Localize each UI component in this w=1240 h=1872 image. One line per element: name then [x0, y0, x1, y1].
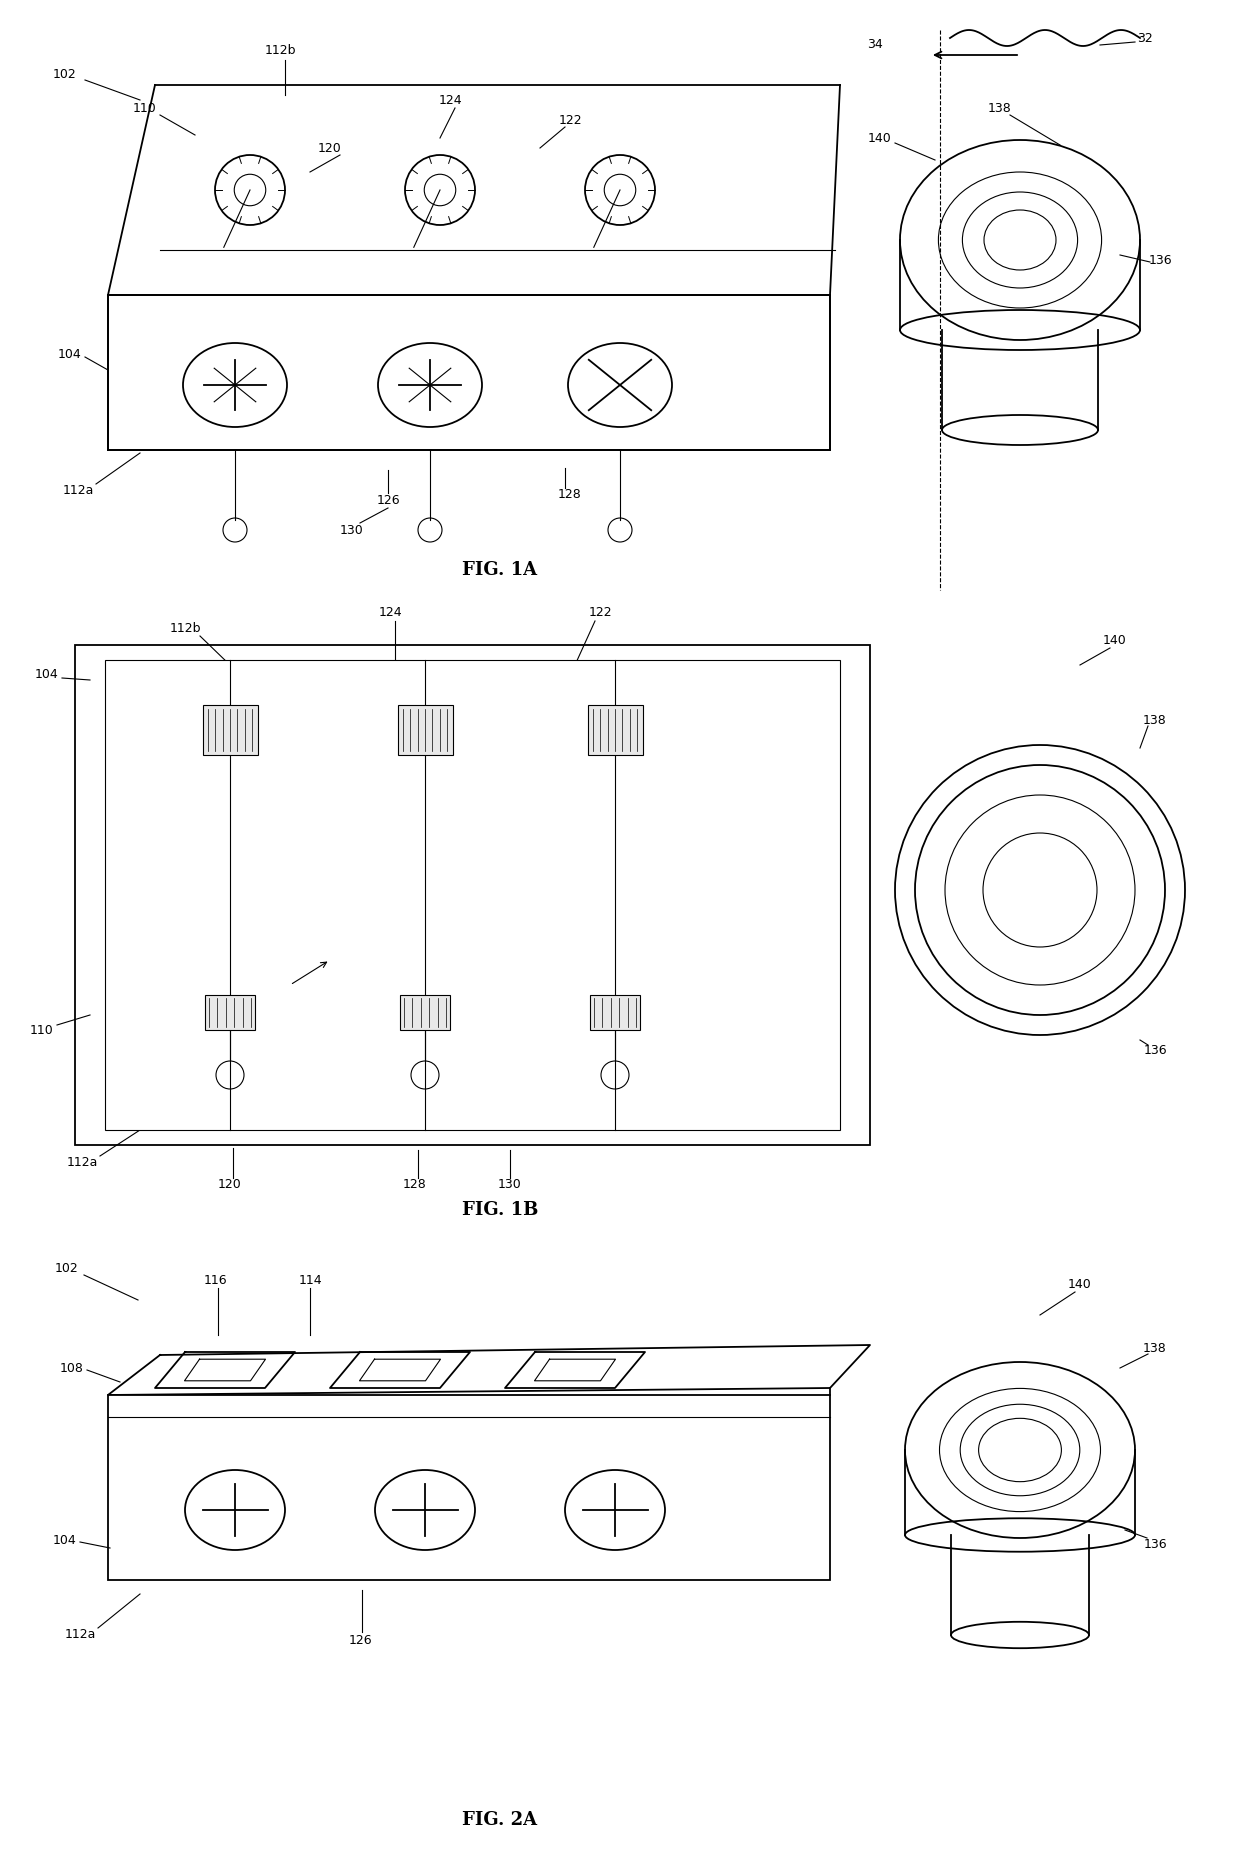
Text: 104: 104: [35, 668, 58, 681]
Bar: [398, 706, 453, 754]
Text: 124: 124: [438, 94, 461, 107]
Text: 136: 136: [1143, 1539, 1167, 1552]
Bar: [205, 996, 255, 1030]
Text: 130: 130: [340, 524, 363, 537]
Text: 112b: 112b: [264, 43, 296, 56]
Text: 126: 126: [348, 1634, 372, 1647]
Text: 140: 140: [868, 131, 892, 144]
Text: 136: 136: [1148, 253, 1172, 266]
Text: 114: 114: [298, 1273, 322, 1286]
Text: 128: 128: [558, 489, 582, 502]
Text: 110: 110: [133, 101, 157, 114]
Text: 104: 104: [58, 348, 82, 361]
Bar: [401, 996, 450, 1030]
Text: 110: 110: [30, 1024, 53, 1037]
Text: 128: 128: [403, 1179, 427, 1191]
Text: 112a: 112a: [62, 483, 94, 496]
Text: 120: 120: [319, 142, 342, 155]
Text: 122: 122: [558, 114, 582, 127]
Text: 136: 136: [1143, 1043, 1167, 1056]
Text: 112a: 112a: [66, 1157, 98, 1170]
Text: 32: 32: [1137, 32, 1153, 45]
Text: 104: 104: [53, 1533, 77, 1546]
Text: FIG. 1B: FIG. 1B: [461, 1202, 538, 1219]
Bar: [590, 996, 640, 1030]
Text: 34: 34: [867, 39, 883, 52]
Text: 112b: 112b: [169, 622, 201, 635]
Bar: [203, 706, 258, 754]
Text: 140: 140: [1068, 1279, 1092, 1292]
Text: 102: 102: [55, 1262, 79, 1275]
Text: 130: 130: [498, 1179, 522, 1191]
Text: 112a: 112a: [64, 1629, 95, 1642]
Text: 116: 116: [203, 1273, 227, 1286]
Text: FIG. 1A: FIG. 1A: [463, 562, 538, 578]
Bar: [105, 661, 839, 1131]
Text: 124: 124: [378, 607, 402, 620]
Bar: [108, 296, 830, 449]
Text: 102: 102: [53, 69, 77, 82]
Text: 120: 120: [218, 1179, 242, 1191]
Text: 138: 138: [988, 101, 1012, 114]
Text: 138: 138: [1143, 1342, 1167, 1355]
Text: 126: 126: [376, 494, 399, 507]
Text: 138: 138: [1143, 713, 1167, 726]
Bar: [108, 1395, 830, 1580]
Text: 140: 140: [1104, 633, 1127, 646]
Text: 122: 122: [588, 607, 611, 620]
Text: FIG. 2A: FIG. 2A: [463, 1810, 538, 1829]
Bar: [74, 646, 870, 1146]
Text: 108: 108: [60, 1361, 84, 1374]
Bar: [588, 706, 644, 754]
